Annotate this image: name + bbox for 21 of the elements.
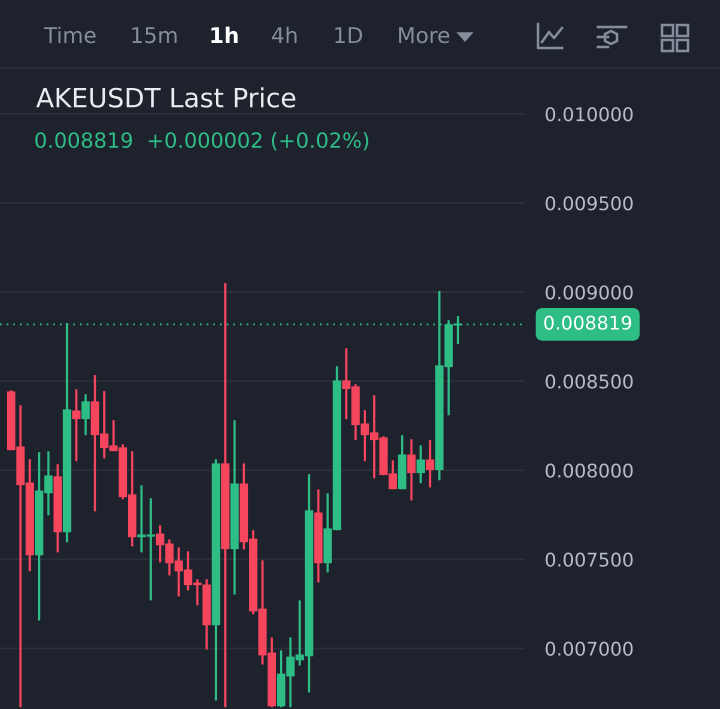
candlestick [81,393,90,436]
y-tick-label: 0.007500 [546,552,633,567]
candlestick [72,388,81,462]
candlestick [426,439,434,488]
text: 1h [211,26,238,43]
y-tick-label: 0.010000 [546,107,633,122]
y-tick-label: 0.008500 [546,374,633,389]
candlestick [407,438,416,502]
text: 15m [132,27,177,44]
y-tick-label: 0.009000 [546,285,633,300]
text: AKEUSDT Last Price [36,87,296,108]
text: 4h [272,26,297,43]
ref-line-label: 0.008819 [544,316,632,330]
text: Time [44,26,96,44]
candlestick [416,444,425,484]
y-tick-label: 0.008000 [546,463,633,478]
text: 1D [335,27,362,43]
y-tick-label: 0.007000 [546,642,633,656]
text: 0.008819 +0.000002 (+0.02%) [35,132,368,150]
y-tick-label: 0.009500 [546,196,633,210]
text: More [399,27,450,44]
